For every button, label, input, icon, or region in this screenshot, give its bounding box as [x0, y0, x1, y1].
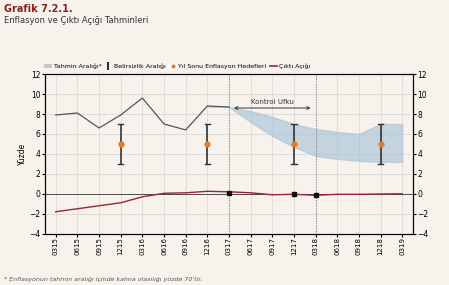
Y-axis label: Yüzde: Yüzde — [18, 143, 26, 165]
Text: Kontrol Ufku: Kontrol Ufku — [251, 99, 294, 105]
Legend: Tahmin Aralığı*, Belirsizlik Aralığı, Yıl Sonu Enflasyon Hedefleri, Çıktı Açığı: Tahmin Aralığı*, Belirsizlik Aralığı, Yı… — [44, 64, 310, 69]
Text: Enflasyon ve Çıktı Açığı Tahminleri: Enflasyon ve Çıktı Açığı Tahminleri — [4, 16, 149, 25]
Text: Grafik 7.2.1.: Grafik 7.2.1. — [4, 4, 73, 14]
Text: * Enflasyonun tahmin aralığı içinde kalma olasılığı yüzde 70'tir.: * Enflasyonun tahmin aralığı içinde kalm… — [4, 277, 203, 282]
